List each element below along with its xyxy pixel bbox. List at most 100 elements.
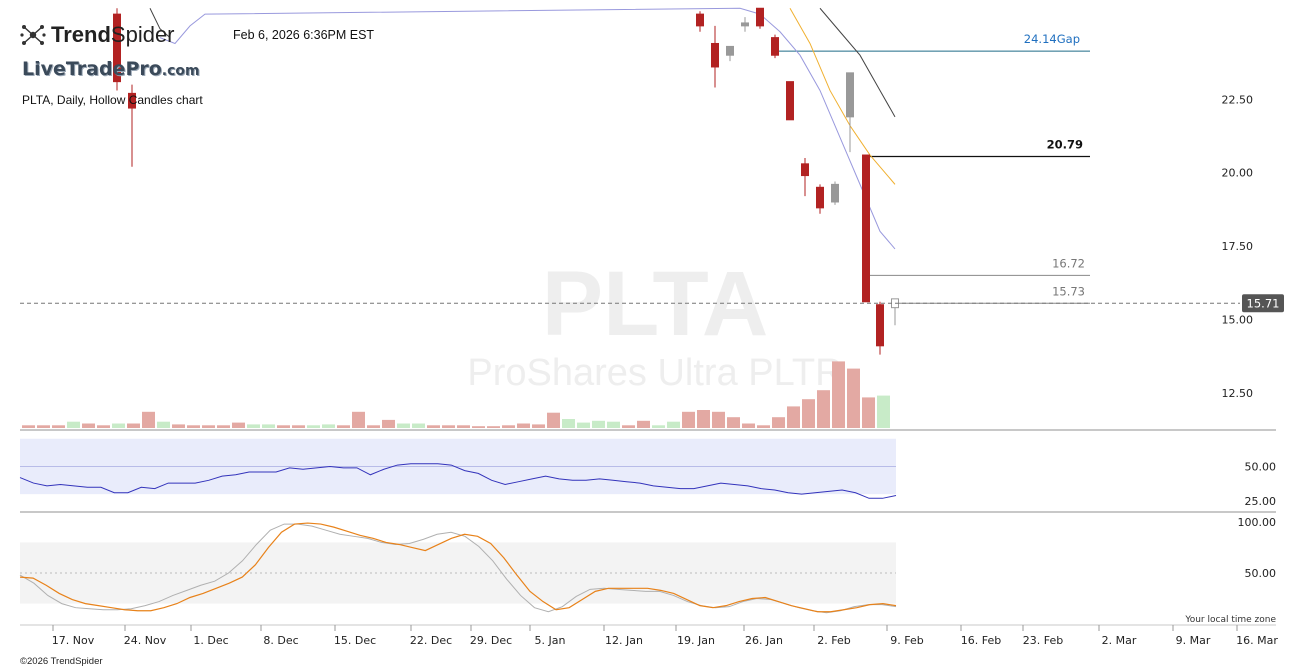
volume-bar [517, 423, 530, 428]
candle-body [846, 72, 854, 118]
price-tick-label: 12.50 [1222, 387, 1254, 400]
volume-bar [682, 411, 695, 428]
volume-bar [307, 425, 320, 428]
date-axis: 17. Nov 24. Nov 1. Dec 8. Dec 15. Dec 22. Dec… [20, 429, 1278, 647]
watermark-ticker-name: ProShares Ultra PLTR [467, 352, 842, 394]
price-axis: 22.50 20.00 17.50 15.00 12.50 [1222, 93, 1254, 400]
volume-bar [757, 425, 770, 428]
date-tick-label: 22. Dec [410, 634, 452, 647]
gap-level-suffix: Gap [1057, 32, 1080, 46]
chart-description: PLTA, Daily, Hollow Candles chart [22, 93, 203, 107]
volume-bar [667, 421, 680, 428]
date-tick-label: 29. Dec [470, 634, 512, 647]
price-tick-label: 17.50 [1222, 240, 1254, 253]
volume-bar [442, 425, 455, 428]
volume-bar [652, 425, 665, 428]
rsi-line [19, 463, 897, 499]
candle-body [771, 37, 779, 56]
price-tick-label: 15.00 [1222, 313, 1254, 326]
brand-light: Spider [110, 22, 175, 47]
date-tick-label: 9. Mar [1176, 634, 1211, 647]
volume-bar [337, 425, 350, 428]
volume-bar [862, 397, 875, 428]
volume-bar [502, 425, 515, 428]
date-tick-label: 23. Feb [1023, 634, 1063, 647]
volume-bar [712, 411, 725, 428]
brand-bold: Trend [51, 22, 111, 47]
volume-bar [52, 425, 65, 428]
volume-bar [142, 411, 155, 428]
volume-bar [157, 421, 170, 428]
volume-bar [472, 426, 485, 428]
spider-logo-icon [20, 22, 46, 48]
volume-bar [382, 419, 395, 428]
price-tick-label: 22.50 [1222, 93, 1254, 106]
volume-bar [592, 420, 605, 428]
rsi-tick-label: 50.00 [1245, 460, 1277, 473]
watermark-site: LiveTradePro [22, 58, 162, 80]
volume-bar [487, 426, 500, 428]
stoch-tick-label: 100.00 [1238, 516, 1277, 529]
candle-body [786, 81, 794, 121]
price-tick-label: 20.00 [1222, 167, 1254, 180]
volume-bar [82, 423, 95, 428]
stoch-k-line [19, 522, 897, 613]
volume-bar [247, 424, 260, 428]
ticker-watermark: PLTA ProShares Ultra PLTR [467, 253, 842, 394]
volume-bar [457, 425, 470, 428]
volume-bar [112, 423, 125, 428]
date-tick-label: 1. Dec [193, 634, 228, 647]
volume-bar [727, 417, 740, 428]
resistance-level-label: 20.79 [1047, 137, 1083, 151]
volume-bar [787, 406, 800, 428]
candles [113, 7, 899, 355]
volume-bar [37, 425, 50, 428]
volume-bar [187, 425, 200, 428]
candle-body [113, 13, 121, 83]
volume-bar [697, 410, 710, 428]
volume-bar [97, 425, 110, 428]
ma-fast-line [159, 7, 896, 250]
volume-bar [637, 420, 650, 428]
watermark-ticker: PLTA [542, 253, 769, 355]
volume-bar [427, 425, 440, 428]
date-tick-label: 26. Jan [745, 634, 783, 647]
date-tick-label: 2. Feb [817, 634, 850, 647]
date-tick-label: 12. Jan [605, 634, 643, 647]
volume-bar [742, 423, 755, 428]
last-price: 15.71 [20, 294, 1284, 313]
candle-body [876, 304, 884, 347]
level-label: 16.72 [1052, 256, 1085, 270]
volume-bar [622, 425, 635, 428]
volume-bar [127, 423, 140, 428]
candle-body [711, 42, 719, 68]
volume-bar [217, 425, 230, 428]
rsi-tick-label: 25.00 [1245, 495, 1277, 508]
date-tick-label: 24. Nov [124, 634, 167, 647]
date-tick-label: 16. Mar [1236, 634, 1278, 647]
volume-bar [607, 421, 620, 428]
price-levels: 24.14Gap 20.79 16.72 15.73 [775, 32, 1090, 304]
volume-bar [772, 417, 785, 428]
last-price-label: 15.71 [1247, 296, 1280, 310]
volume-bar [22, 425, 35, 428]
volume-bar [397, 423, 410, 428]
candle-body [831, 183, 839, 203]
volume-bar [562, 419, 575, 428]
volume-bars [22, 361, 890, 428]
volume-bar [67, 421, 80, 428]
volume-bar [262, 424, 275, 428]
volume-bar [877, 395, 890, 428]
volume-bar [817, 390, 830, 428]
volume-bar [412, 423, 425, 428]
ma-slow-line [819, 7, 896, 118]
volume-bar [232, 422, 245, 428]
copyright: ©2026 TrendSpider [20, 656, 103, 667]
volume-bar [532, 424, 545, 428]
stoch-tick-label: 50.00 [1245, 567, 1277, 580]
chart-timestamp: Feb 6, 2026 6:36PM EST [233, 28, 375, 42]
date-tick-label: 19. Jan [677, 634, 715, 647]
volume-bar [577, 422, 590, 428]
ma-mid-line [789, 8, 896, 185]
